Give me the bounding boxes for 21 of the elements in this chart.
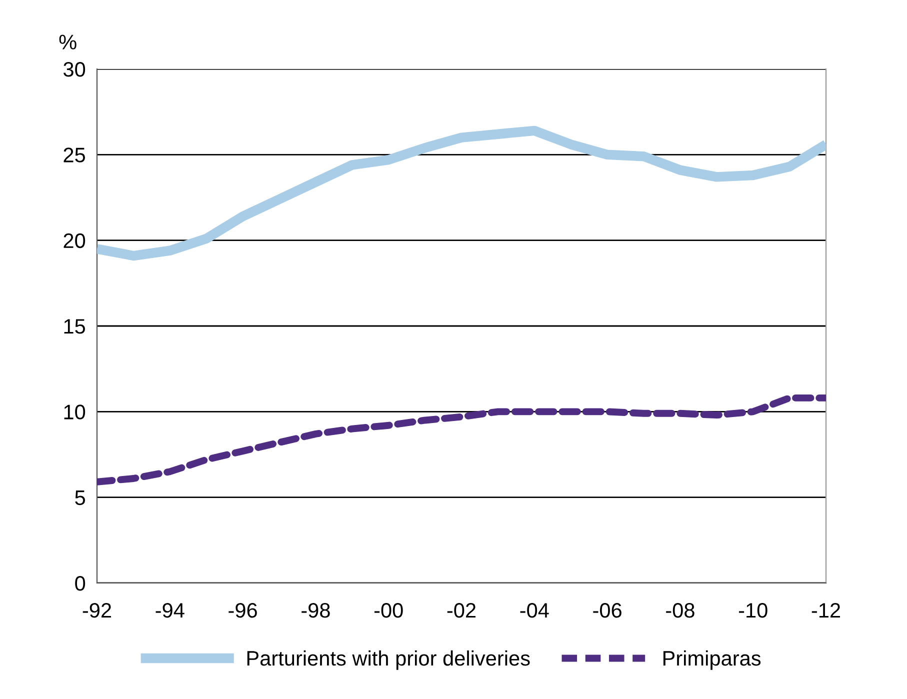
x-tick-label: -04: [520, 602, 549, 618]
x-tick-label: -12: [812, 602, 840, 618]
x-tick-label: -10: [738, 602, 768, 618]
legend-label: Primiparas: [663, 650, 761, 670]
y-tick-label: 0: [75, 576, 86, 591]
x-tick-label: -06: [593, 602, 622, 618]
x-tick-label: -02: [447, 602, 476, 618]
x-tick-label: -96: [228, 602, 257, 618]
x-tick-label: -92: [82, 602, 112, 618]
x-tick-label: -94: [156, 602, 184, 618]
y-tick-label: 20: [64, 233, 86, 248]
x-tick-label: -00: [374, 602, 403, 618]
x-tick-label: -98: [302, 602, 330, 618]
y-tick-label: 5: [75, 490, 86, 506]
y-tick-label: 25: [64, 148, 86, 162]
y-tick-label: 30: [64, 62, 86, 77]
y-axis-title: %: [59, 34, 76, 50]
y-tick-label: 15: [64, 319, 86, 334]
y-tick-label: 10: [64, 404, 86, 420]
legend-label: Parturients with prior deliveries: [247, 650, 530, 670]
x-tick-label: -08: [666, 602, 694, 618]
